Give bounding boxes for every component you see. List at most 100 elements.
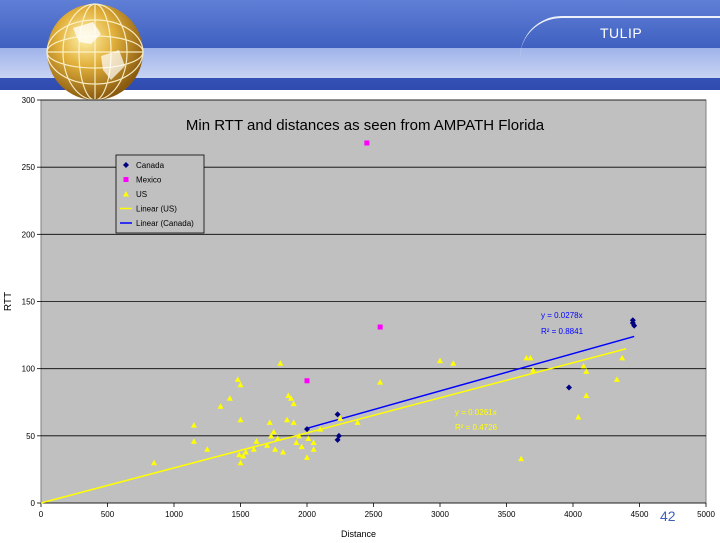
x-tick-label: 2000 bbox=[298, 510, 316, 519]
point-us bbox=[580, 362, 587, 369]
point-us bbox=[217, 403, 224, 409]
point-us bbox=[290, 400, 297, 407]
y-tick-label: 250 bbox=[22, 163, 36, 172]
x-tick-label: 1500 bbox=[232, 510, 250, 519]
point-us bbox=[266, 419, 273, 425]
point-canada bbox=[334, 411, 341, 418]
point-us bbox=[253, 438, 260, 444]
us-equation: y = 0.0261x bbox=[455, 408, 497, 417]
point-us bbox=[151, 459, 158, 466]
point-us bbox=[619, 354, 626, 361]
point-us bbox=[583, 368, 590, 374]
header-swoosh bbox=[520, 16, 720, 58]
point-us bbox=[337, 415, 344, 421]
globe-icon bbox=[46, 3, 144, 101]
point-canada bbox=[631, 322, 638, 329]
point-us bbox=[310, 446, 317, 452]
trendline-us bbox=[40, 348, 627, 504]
point-us bbox=[527, 354, 534, 361]
canada-r2: R² = 0.8841 bbox=[541, 327, 584, 336]
x-tick-label: 1000 bbox=[165, 510, 183, 519]
point-us bbox=[317, 426, 324, 432]
point-us bbox=[583, 392, 590, 399]
point-us bbox=[240, 452, 247, 459]
x-tick-label: 500 bbox=[101, 510, 115, 519]
x-tick-label: 5000 bbox=[697, 510, 715, 519]
legend-label: Linear (US) bbox=[136, 205, 177, 214]
x-tick-label: 4000 bbox=[564, 510, 582, 519]
chart-frame: 0 50 100 150 200 250 300 0 500 1000 1500 2000 2500 30… bbox=[0, 92, 716, 539]
point-us bbox=[284, 416, 291, 423]
brand-label: TULIP bbox=[600, 25, 643, 41]
point-us bbox=[296, 432, 303, 439]
y-tick-label: 0 bbox=[31, 499, 36, 508]
x-tick-label: 0 bbox=[39, 510, 44, 519]
y-axis-label: RTT bbox=[3, 292, 14, 311]
x-tick-label: 2500 bbox=[365, 510, 383, 519]
legend-label: US bbox=[136, 190, 147, 199]
point-us bbox=[288, 395, 295, 401]
point-mexico bbox=[377, 324, 383, 330]
point-us bbox=[190, 422, 197, 428]
point-us bbox=[272, 446, 279, 452]
point-us bbox=[234, 376, 241, 382]
y-tick-label: 200 bbox=[22, 230, 36, 239]
x-axis-label: Distance bbox=[341, 529, 376, 538]
legend-label: Canada bbox=[136, 161, 165, 170]
point-us bbox=[264, 442, 271, 448]
trendline-canada bbox=[306, 335, 635, 430]
point-us bbox=[190, 438, 197, 444]
point-mexico bbox=[364, 140, 370, 146]
point-us bbox=[270, 428, 277, 435]
point-us bbox=[277, 360, 284, 366]
point-us bbox=[293, 439, 300, 446]
legend-swatch bbox=[123, 162, 129, 168]
point-us bbox=[226, 395, 233, 401]
legend-box bbox=[115, 154, 205, 234]
point-canada bbox=[304, 426, 310, 433]
point-us bbox=[250, 446, 257, 452]
point-us bbox=[274, 435, 281, 442]
legend-label: Linear (Canada) bbox=[136, 219, 194, 228]
y-tick-label: 100 bbox=[22, 365, 36, 374]
point-us bbox=[204, 446, 211, 452]
point-us bbox=[613, 376, 620, 382]
point-us bbox=[237, 416, 244, 423]
legend-swatch bbox=[123, 177, 129, 182]
page-number: 42 bbox=[660, 508, 676, 524]
point-us bbox=[298, 443, 305, 450]
point-mexico bbox=[304, 378, 310, 384]
point-us bbox=[242, 448, 249, 455]
point-us bbox=[305, 435, 312, 442]
point-us bbox=[354, 419, 361, 425]
canada-equation: y = 0.0278x bbox=[541, 311, 583, 320]
y-tick-label: 150 bbox=[22, 298, 36, 307]
legend-label: Mexico bbox=[136, 176, 162, 185]
point-us bbox=[530, 367, 537, 373]
point-us bbox=[304, 454, 310, 460]
point-us bbox=[450, 360, 457, 366]
x-tick-label: 3000 bbox=[431, 510, 449, 519]
point-us bbox=[575, 414, 582, 420]
x-tick-label: 3500 bbox=[498, 510, 516, 519]
point-us bbox=[290, 419, 297, 425]
point-us bbox=[285, 392, 292, 399]
us-r2: R² = 0.4726 bbox=[455, 423, 498, 432]
point-canada bbox=[629, 317, 636, 324]
point-canada bbox=[334, 436, 341, 443]
chart-title: Min RTT and distances as seen from AMPAT… bbox=[186, 117, 545, 134]
legend-swatch bbox=[123, 191, 129, 197]
point-us bbox=[437, 357, 443, 364]
point-canada bbox=[566, 384, 573, 391]
point-us bbox=[518, 455, 525, 462]
point-us bbox=[310, 439, 317, 446]
point-us bbox=[237, 459, 244, 466]
point-us bbox=[268, 432, 275, 439]
y-tick-label: 50 bbox=[26, 432, 35, 441]
y-tick-label: 300 bbox=[22, 96, 36, 105]
x-tick-label: 4500 bbox=[631, 510, 649, 519]
point-us bbox=[280, 448, 287, 455]
point-us bbox=[377, 379, 384, 385]
